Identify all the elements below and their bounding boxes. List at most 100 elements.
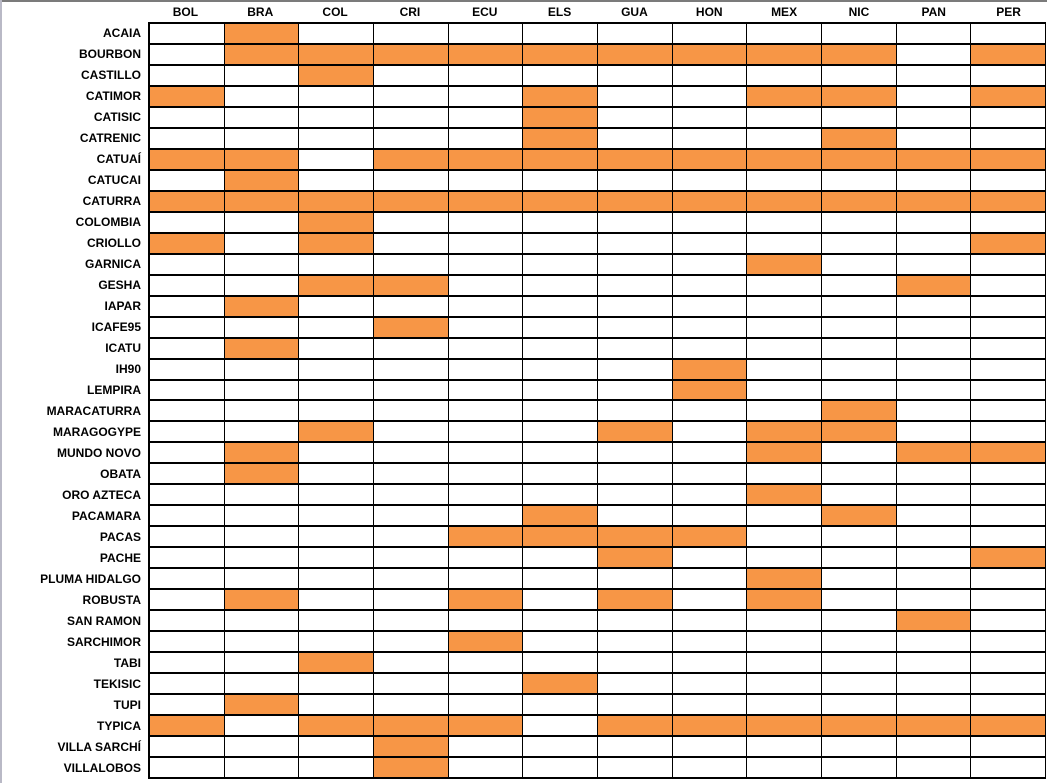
- cell-villa-sarch--pan-empty[interactable]: [896, 737, 972, 759]
- cell-oro-azteca-mex-filled[interactable]: [747, 485, 822, 507]
- cell-tupi-nic-empty[interactable]: [821, 695, 897, 717]
- cell-caturra-bol-filled[interactable]: [150, 191, 225, 213]
- cell-pache-els-empty[interactable]: [523, 548, 598, 570]
- cell-pacamara-bol-empty[interactable]: [150, 506, 225, 528]
- cell-acaia-per-empty[interactable]: [971, 24, 1046, 45]
- cell-obata-mex-empty[interactable]: [747, 464, 822, 486]
- cell-pache-bol-empty[interactable]: [150, 548, 225, 570]
- cell-villa-sarch--nic-empty[interactable]: [821, 737, 897, 759]
- cell-san-ramon-bra-empty[interactable]: [224, 611, 300, 633]
- cell-san-ramon-ecu-empty[interactable]: [448, 611, 524, 633]
- cell-pache-bra-empty[interactable]: [224, 548, 300, 570]
- cell-pluma-hidalgo-bra-empty[interactable]: [224, 569, 300, 591]
- cell-icatu-bol-empty[interactable]: [150, 338, 225, 360]
- cell-garnica-col-empty[interactable]: [299, 254, 374, 276]
- cell-maragogype-col-filled[interactable]: [299, 422, 374, 444]
- cell-criollo-els-empty[interactable]: [523, 233, 598, 255]
- cell-catrenic-nic-filled[interactable]: [821, 128, 897, 150]
- cell-catucai-pan-empty[interactable]: [896, 170, 972, 192]
- cell-bourbon-nic-filled[interactable]: [821, 44, 897, 66]
- cell-villalobos-cri-filled[interactable]: [373, 758, 449, 779]
- cell-pache-col-empty[interactable]: [299, 548, 374, 570]
- cell-pluma-hidalgo-gua-empty[interactable]: [597, 569, 673, 591]
- cell-gesha-els-empty[interactable]: [523, 275, 598, 297]
- cell-lempira-pan-empty[interactable]: [896, 380, 972, 402]
- cell-colombia-hon-empty[interactable]: [672, 212, 748, 234]
- cell-san-ramon-hon-empty[interactable]: [672, 611, 748, 633]
- cell-villa-sarch--col-empty[interactable]: [299, 737, 374, 759]
- cell-catrenic-bol-empty[interactable]: [150, 128, 225, 150]
- cell-catisic-els-filled[interactable]: [523, 107, 598, 129]
- cell-catua--col-empty[interactable]: [299, 149, 374, 171]
- cell-catucai-gua-empty[interactable]: [597, 170, 673, 192]
- cell-pacas-bra-empty[interactable]: [224, 527, 300, 549]
- cell-lempira-per-empty[interactable]: [971, 380, 1046, 402]
- cell-catisic-hon-empty[interactable]: [672, 107, 748, 129]
- cell-ih90-cri-empty[interactable]: [373, 359, 449, 381]
- cell-gesha-gua-empty[interactable]: [597, 275, 673, 297]
- cell-icafe95-bol-empty[interactable]: [150, 317, 225, 339]
- cell-villalobos-nic-empty[interactable]: [821, 758, 897, 779]
- cell-tabi-cri-empty[interactable]: [373, 653, 449, 675]
- cell-catucai-ecu-empty[interactable]: [448, 170, 524, 192]
- cell-colombia-cri-empty[interactable]: [373, 212, 449, 234]
- cell-pacamara-bra-empty[interactable]: [224, 506, 300, 528]
- cell-caturra-per-filled[interactable]: [971, 191, 1046, 213]
- cell-criollo-cri-empty[interactable]: [373, 233, 449, 255]
- cell-lempira-ecu-empty[interactable]: [448, 380, 524, 402]
- cell-sarchimor-bra-empty[interactable]: [224, 632, 300, 654]
- cell-villa-sarch--per-empty[interactable]: [971, 737, 1046, 759]
- cell-acaia-pan-empty[interactable]: [896, 24, 972, 45]
- cell-villalobos-bra-empty[interactable]: [224, 758, 300, 779]
- cell-sarchimor-per-empty[interactable]: [971, 632, 1046, 654]
- cell-tabi-hon-empty[interactable]: [672, 653, 748, 675]
- cell-catrenic-ecu-empty[interactable]: [448, 128, 524, 150]
- cell-catisic-mex-empty[interactable]: [747, 107, 822, 129]
- cell-oro-azteca-cri-empty[interactable]: [373, 485, 449, 507]
- cell-maragogype-hon-empty[interactable]: [672, 422, 748, 444]
- cell-caturra-pan-filled[interactable]: [896, 191, 972, 213]
- cell-robusta-mex-filled[interactable]: [747, 590, 822, 612]
- cell-icafe95-cri-filled[interactable]: [373, 317, 449, 339]
- cell-lempira-gua-empty[interactable]: [597, 380, 673, 402]
- cell-sarchimor-cri-empty[interactable]: [373, 632, 449, 654]
- cell-tekisic-bol-empty[interactable]: [150, 674, 225, 696]
- cell-sarchimor-bol-empty[interactable]: [150, 632, 225, 654]
- cell-catucai-mex-empty[interactable]: [747, 170, 822, 192]
- cell-robusta-bol-empty[interactable]: [150, 590, 225, 612]
- cell-sarchimor-pan-empty[interactable]: [896, 632, 972, 654]
- cell-maragogype-pan-empty[interactable]: [896, 422, 972, 444]
- cell-icafe95-gua-empty[interactable]: [597, 317, 673, 339]
- cell-tupi-gua-empty[interactable]: [597, 695, 673, 717]
- cell-garnica-bol-empty[interactable]: [150, 254, 225, 276]
- cell-ih90-nic-empty[interactable]: [821, 359, 897, 381]
- cell-criollo-per-filled[interactable]: [971, 233, 1046, 255]
- cell-catua--per-filled[interactable]: [971, 149, 1046, 171]
- cell-obata-gua-empty[interactable]: [597, 464, 673, 486]
- cell-maracaturra-mex-empty[interactable]: [747, 401, 822, 423]
- cell-pluma-hidalgo-pan-empty[interactable]: [896, 569, 972, 591]
- cell-sarchimor-nic-empty[interactable]: [821, 632, 897, 654]
- cell-pache-cri-empty[interactable]: [373, 548, 449, 570]
- cell-catimor-gua-empty[interactable]: [597, 86, 673, 108]
- cell-catisic-pan-empty[interactable]: [896, 107, 972, 129]
- cell-villa-sarch--hon-empty[interactable]: [672, 737, 748, 759]
- cell-san-ramon-col-empty[interactable]: [299, 611, 374, 633]
- cell-catua--ecu-filled[interactable]: [448, 149, 524, 171]
- cell-catua--mex-filled[interactable]: [747, 149, 822, 171]
- cell-san-ramon-pan-filled[interactable]: [896, 611, 972, 633]
- cell-gesha-col-filled[interactable]: [299, 275, 374, 297]
- cell-maragogype-gua-filled[interactable]: [597, 422, 673, 444]
- cell-maragogype-nic-filled[interactable]: [821, 422, 897, 444]
- cell-catrenic-mex-empty[interactable]: [747, 128, 822, 150]
- cell-typica-col-filled[interactable]: [299, 716, 374, 738]
- cell-tupi-mex-empty[interactable]: [747, 695, 822, 717]
- cell-tupi-hon-empty[interactable]: [672, 695, 748, 717]
- cell-maragogype-per-empty[interactable]: [971, 422, 1046, 444]
- cell-catisic-bra-empty[interactable]: [224, 107, 300, 129]
- cell-pache-gua-filled[interactable]: [597, 548, 673, 570]
- cell-san-ramon-gua-empty[interactable]: [597, 611, 673, 633]
- cell-typica-ecu-filled[interactable]: [448, 716, 524, 738]
- cell-gesha-per-empty[interactable]: [971, 275, 1046, 297]
- cell-oro-azteca-ecu-empty[interactable]: [448, 485, 524, 507]
